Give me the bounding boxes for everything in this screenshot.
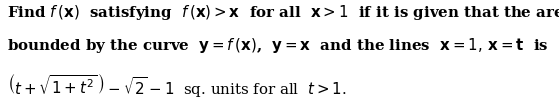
Text: bounded by the curve  $\mathbf{y}=f\,(\mathbf{x})$,  $\mathbf{y}=\mathbf{x}$  an: bounded by the curve $\mathbf{y}=f\,(\ma… <box>7 36 548 55</box>
Text: Find $f\,(\mathbf{x})$  satisfying  $f\,(\mathbf{x})>\mathbf{x}$  for all  $\mat: Find $f\,(\mathbf{x})$ satisfying $f\,(\… <box>7 3 559 22</box>
Text: $\left(t+\sqrt{1+t^{2}}\,\right)-\sqrt{2}-1$  sq. units for all  $t>1$.: $\left(t+\sqrt{1+t^{2}}\,\right)-\sqrt{2… <box>7 71 346 99</box>
